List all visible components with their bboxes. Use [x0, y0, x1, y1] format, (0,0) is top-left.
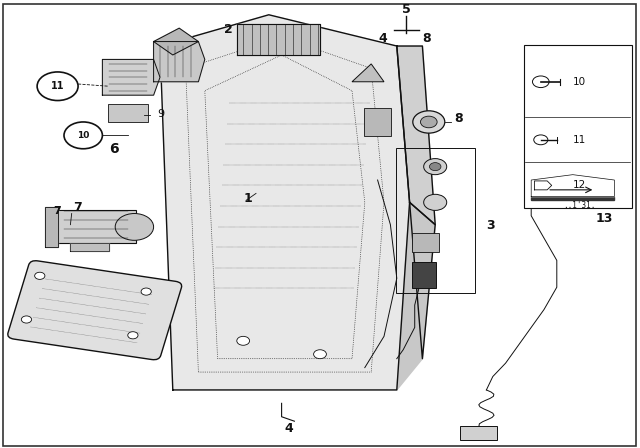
Circle shape: [64, 122, 102, 149]
Circle shape: [37, 72, 78, 100]
Text: 11: 11: [573, 135, 586, 145]
Polygon shape: [154, 42, 205, 82]
Circle shape: [141, 288, 151, 295]
Circle shape: [314, 350, 326, 359]
Circle shape: [534, 135, 548, 145]
Text: 10: 10: [77, 131, 90, 140]
Circle shape: [420, 116, 437, 128]
Text: 5: 5: [402, 3, 411, 16]
Text: 9: 9: [157, 109, 164, 120]
Polygon shape: [160, 15, 410, 390]
Circle shape: [424, 159, 447, 175]
Text: 8: 8: [454, 112, 463, 125]
FancyBboxPatch shape: [412, 233, 439, 252]
Polygon shape: [352, 64, 384, 82]
Text: 2: 2: [224, 23, 233, 36]
Polygon shape: [102, 60, 160, 95]
Polygon shape: [531, 175, 614, 197]
Polygon shape: [154, 28, 198, 55]
Circle shape: [413, 111, 445, 133]
Circle shape: [115, 214, 154, 240]
Circle shape: [429, 163, 441, 171]
Text: 12: 12: [573, 181, 586, 190]
FancyBboxPatch shape: [8, 261, 182, 360]
Text: 6: 6: [109, 142, 118, 156]
Text: 1: 1: [243, 192, 252, 205]
FancyBboxPatch shape: [412, 262, 436, 288]
Polygon shape: [70, 242, 109, 251]
Text: 4: 4: [379, 31, 388, 44]
Text: ..1'31.: ..1'31.: [563, 201, 595, 210]
Polygon shape: [397, 202, 435, 390]
FancyBboxPatch shape: [524, 45, 632, 208]
Text: 10: 10: [573, 77, 586, 87]
Text: 13: 13: [595, 212, 612, 225]
Text: 4: 4: [284, 422, 293, 435]
Circle shape: [21, 316, 31, 323]
Polygon shape: [534, 181, 552, 190]
Circle shape: [237, 336, 250, 345]
Polygon shape: [531, 197, 614, 200]
FancyBboxPatch shape: [108, 103, 148, 122]
FancyBboxPatch shape: [364, 108, 391, 136]
Circle shape: [128, 332, 138, 339]
Text: 8: 8: [422, 31, 431, 44]
Text: 7: 7: [74, 201, 83, 214]
Circle shape: [424, 194, 447, 211]
Polygon shape: [45, 207, 58, 247]
Polygon shape: [237, 24, 320, 55]
Text: 3: 3: [486, 219, 495, 232]
Text: 7: 7: [54, 206, 61, 215]
FancyBboxPatch shape: [556, 85, 590, 105]
Polygon shape: [397, 46, 435, 225]
Circle shape: [532, 76, 549, 87]
FancyBboxPatch shape: [56, 211, 136, 243]
Text: 11: 11: [51, 81, 65, 91]
Circle shape: [35, 272, 45, 280]
FancyBboxPatch shape: [460, 426, 497, 439]
